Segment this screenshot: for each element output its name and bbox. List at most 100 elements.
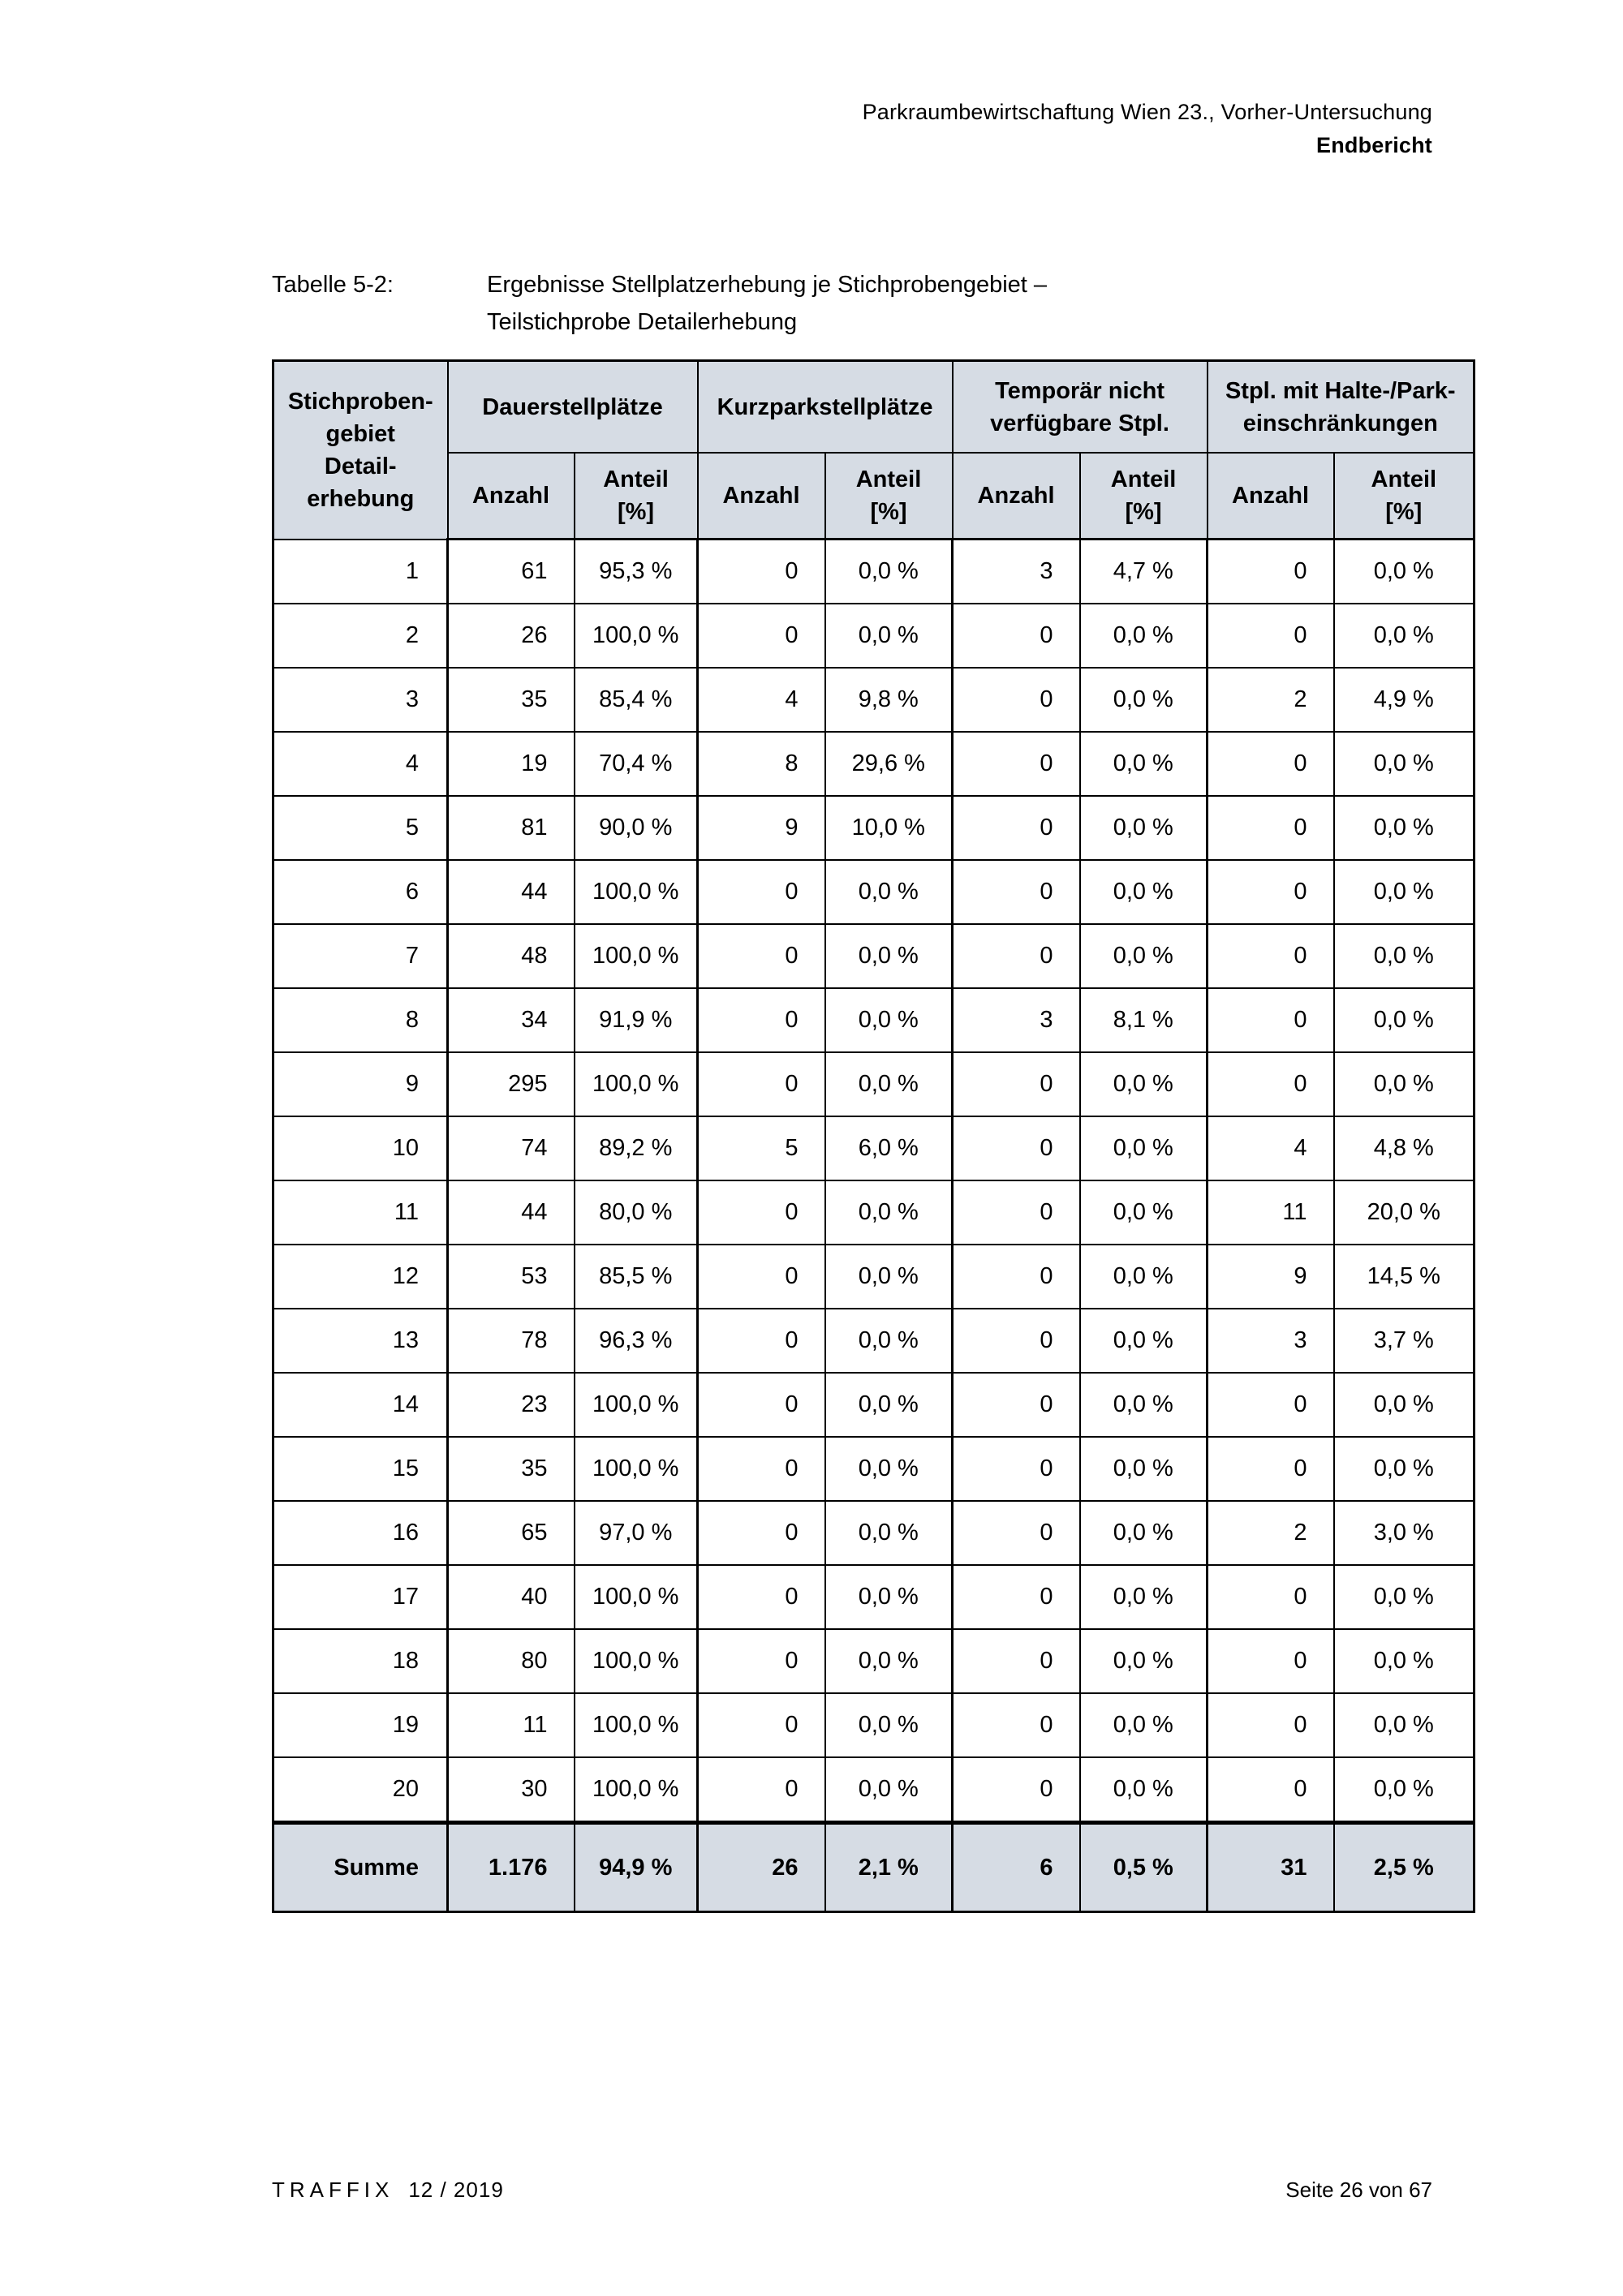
anteil-cell: 100,0 %	[573, 1372, 699, 1438]
anzahl-cell: 65	[446, 1500, 575, 1566]
area-id-cell: 5	[272, 795, 449, 861]
table-row: 2 26 100,0 % 0 0,0 % 0 0,0 % 0 0,0 %	[272, 603, 1475, 669]
anteil-cell: 0,0 %	[1332, 1436, 1475, 1502]
anzahl-cell: 78	[446, 1308, 575, 1374]
anzahl-cell: 0	[696, 1436, 826, 1502]
anteil-cell: 0,0 %	[824, 1308, 954, 1374]
corner-header-cell: Stichproben- gebiet Detail- erhebung	[272, 359, 449, 540]
anteil-cell: 100,0 %	[573, 1564, 699, 1630]
anteil-cell: 96,3 %	[573, 1308, 699, 1374]
anzahl-cell: 0	[1206, 795, 1335, 861]
anzahl-cell: 26	[696, 1821, 826, 1913]
caption-text: Ergebnisse Stellplatzerhebung je Stichpr…	[487, 272, 1048, 335]
anzahl-cell: 0	[951, 795, 1081, 861]
anzahl-cell: 74	[446, 1116, 575, 1181]
anzahl-cell: 11	[446, 1692, 575, 1758]
anteil-cell: 6,0 %	[824, 1116, 954, 1181]
anteil-cell: 0,0 %	[1332, 859, 1475, 925]
anteil-cell: 0,0 %	[824, 603, 954, 669]
anzahl-cell: 0	[951, 1564, 1081, 1630]
document-header: Parkraumbewirtschaftung Wien 23., Vorher…	[863, 96, 1432, 162]
anzahl-cell: 0	[951, 731, 1081, 797]
anzahl-cell: 44	[446, 859, 575, 925]
anzahl-cell: 0	[951, 1051, 1081, 1117]
area-id-cell: 10	[272, 1116, 449, 1181]
caption-label: Tabelle 5-2:	[272, 272, 394, 298]
anzahl-cell: 0	[951, 1500, 1081, 1566]
anteil-cell: 0,0 %	[824, 1244, 954, 1309]
anteil-cell: 10,0 %	[824, 795, 954, 861]
table-body: 1 61 95,3 % 0 0,0 % 3 4,7 % 0 0,0 % 2 26 100,0 % 0 0,…	[272, 538, 1475, 1913]
group-header-halte-park-einschraenkungen: Stpl. mit Halte-/Park- einschränkungen	[1206, 359, 1475, 454]
area-id-cell: 6	[272, 859, 449, 925]
area-id-cell: 2	[272, 603, 449, 669]
anzahl-cell: 6	[951, 1821, 1081, 1913]
group-header-kurzparkstellplaetze: Kurzparkstellplätze	[696, 359, 954, 454]
anzahl-cell: 0	[1206, 987, 1335, 1053]
table-row: 15 35 100,0 % 0 0,0 % 0 0,0 % 0 0,0 %	[272, 1436, 1475, 1502]
anteil-cell: 0,0 %	[1332, 1372, 1475, 1438]
anzahl-cell: 0	[951, 1116, 1081, 1181]
anteil-cell: 0,0 %	[1078, 795, 1208, 861]
anzahl-cell: 0	[1206, 538, 1335, 604]
table-row: 6 44 100,0 % 0 0,0 % 0 0,0 % 0 0,0 %	[272, 859, 1475, 925]
anzahl-cell: 0	[951, 1692, 1081, 1758]
anzahl-cell: 4	[696, 667, 826, 733]
anteil-cell: 0,0 %	[1078, 731, 1208, 797]
anteil-cell: 0,0 %	[824, 1628, 954, 1694]
area-id-cell: 13	[272, 1308, 449, 1374]
table-row: 7 48 100,0 % 0 0,0 % 0 0,0 % 0 0,0 %	[272, 923, 1475, 989]
area-id-cell: 7	[272, 923, 449, 989]
summary-label-cell: Summe	[272, 1821, 449, 1913]
anteil-cell: 0,0 %	[824, 1051, 954, 1117]
anteil-cell: 0,0 %	[1078, 1308, 1208, 1374]
area-id-cell: 17	[272, 1564, 449, 1630]
anteil-cell: 0,0 %	[824, 1500, 954, 1566]
anzahl-cell: 0	[1206, 1051, 1335, 1117]
summary-row: Summe 1.176 94,9 % 26 2,1 % 6 0,5 % 31 2,5 %	[272, 1821, 1475, 1913]
anzahl-cell: 26	[446, 603, 575, 669]
group-header-temporaer-nicht-verfuegbar: Temporär nicht verfügbare Stpl.	[951, 359, 1208, 454]
anzahl-cell: 9	[1206, 1244, 1335, 1309]
anteil-cell: 0,0 %	[1078, 1500, 1208, 1566]
anzahl-cell: 0	[696, 1692, 826, 1758]
table-row: 12 53 85,5 % 0 0,0 % 0 0,0 % 9 14,5 %	[272, 1244, 1475, 1309]
area-id-cell: 14	[272, 1372, 449, 1438]
anzahl-cell: 0	[951, 667, 1081, 733]
anteil-cell: 0,0 %	[824, 538, 954, 604]
footer-issue: 12 / 2019	[408, 2178, 504, 2202]
results-table: Stichproben- gebiet Detail- erhebung Dau…	[272, 359, 1476, 1913]
anteil-cell: 0,0 %	[824, 859, 954, 925]
anzahl-cell: 0	[1206, 859, 1335, 925]
anteil-cell: 0,0 %	[1078, 859, 1208, 925]
area-id-cell: 15	[272, 1436, 449, 1502]
anzahl-cell: 0	[951, 603, 1081, 669]
anteil-cell: 0,5 %	[1078, 1821, 1208, 1913]
anteil-cell: 0,0 %	[824, 923, 954, 989]
anteil-cell: 97,0 %	[573, 1500, 699, 1566]
anteil-cell: 0,0 %	[1078, 1692, 1208, 1758]
anteil-cell: 0,0 %	[1332, 731, 1475, 797]
header-report-type: Endbericht	[1315, 133, 1432, 157]
anzahl-cell: 5	[696, 1116, 826, 1181]
anteil-cell: 14,5 %	[1332, 1244, 1475, 1309]
anteil-header: Anteil [%]	[1078, 452, 1208, 540]
anzahl-header: Anzahl	[696, 452, 826, 540]
group-header-dauerstellplaetze: Dauerstellplätze	[446, 359, 699, 454]
anteil-cell: 4,9 %	[1332, 667, 1475, 733]
footer-page-number: Seite 26 von 67	[1285, 2178, 1432, 2202]
anzahl-cell: 0	[696, 859, 826, 925]
anteil-cell: 0,0 %	[824, 1756, 954, 1824]
anzahl-cell: 11	[1206, 1180, 1335, 1245]
anteil-cell: 0,0 %	[1332, 1564, 1475, 1630]
anteil-cell: 91,9 %	[573, 987, 699, 1053]
anteil-cell: 100,0 %	[573, 1756, 699, 1824]
anteil-cell: 0,0 %	[1078, 1244, 1208, 1309]
anteil-cell: 89,2 %	[573, 1116, 699, 1181]
anteil-cell: 0,0 %	[1078, 1372, 1208, 1438]
table-header: Stichproben- gebiet Detail- erhebung Dau…	[272, 359, 1475, 540]
anzahl-cell: 9	[696, 795, 826, 861]
anzahl-cell: 0	[696, 1500, 826, 1566]
anzahl-cell: 0	[696, 1372, 826, 1438]
